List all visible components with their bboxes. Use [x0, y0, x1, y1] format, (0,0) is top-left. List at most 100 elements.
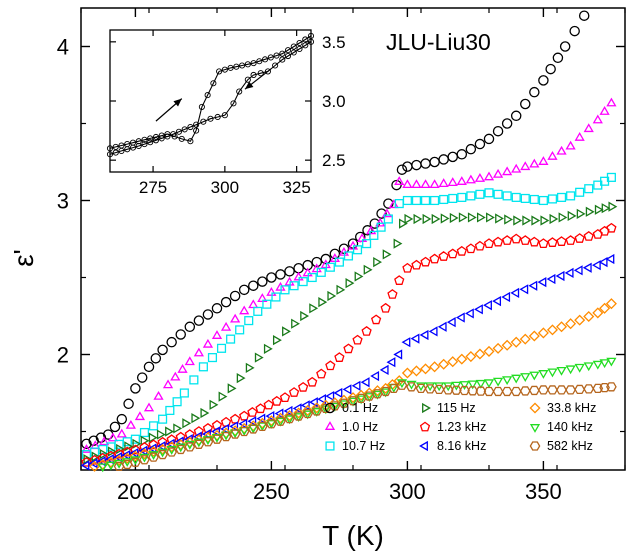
data-point — [447, 356, 459, 368]
data-point — [211, 330, 223, 339]
data-point — [429, 156, 440, 168]
data-point — [599, 359, 610, 369]
data-point — [116, 428, 127, 438]
inset-data-point — [250, 71, 257, 79]
data-point — [442, 385, 454, 395]
inset-data-point — [135, 142, 142, 150]
data-point — [466, 191, 476, 201]
data-point — [175, 443, 186, 453]
data-point — [193, 347, 204, 357]
legend-marker — [419, 421, 431, 432]
inset-y-ticks: 2.5 3.0 3.5 — [110, 33, 346, 170]
data-point — [567, 210, 577, 222]
inset-data-point — [227, 64, 234, 71]
data-point — [139, 455, 150, 465]
data-point — [411, 259, 422, 270]
x-tick-label: 200 — [117, 479, 154, 504]
data-point — [585, 206, 595, 217]
data-point — [166, 336, 177, 348]
inset-data-point — [152, 137, 159, 144]
data-point — [220, 423, 230, 435]
inset-data-point — [158, 135, 165, 142]
data-point — [229, 290, 241, 302]
data-point — [605, 253, 615, 265]
data-point — [89, 460, 101, 472]
data-point — [81, 444, 92, 453]
data-point — [148, 451, 159, 460]
data-point — [363, 387, 375, 399]
data-point — [220, 416, 232, 427]
inset-data-point — [244, 76, 251, 83]
x-tick-label: 350 — [525, 479, 562, 504]
data-point — [347, 397, 359, 407]
data-point — [401, 337, 411, 348]
data-point — [565, 235, 576, 245]
inset-data-point — [187, 138, 194, 145]
data-point — [288, 387, 300, 397]
series-582-khz — [113, 380, 617, 472]
data-point — [284, 266, 295, 277]
data-point — [547, 194, 558, 204]
legend-item: 33.8 kHz — [529, 401, 596, 415]
data-point — [483, 300, 492, 311]
inset-data-point — [214, 113, 221, 121]
inset-data-point — [307, 38, 315, 45]
legend-label: 33.8 kHz — [547, 401, 596, 415]
x-axis-label: T (K) — [322, 520, 384, 551]
data-point — [519, 386, 531, 396]
data-point — [211, 303, 223, 314]
data-point — [166, 445, 177, 455]
data-point — [107, 432, 119, 442]
data-point — [447, 248, 458, 259]
data-point — [209, 399, 219, 410]
data-point — [235, 325, 245, 335]
data-point — [245, 362, 255, 373]
data-point — [375, 217, 386, 227]
legend-item: 1.23 kHz — [419, 420, 486, 434]
data-point — [447, 177, 458, 187]
inset-arrows — [155, 68, 272, 122]
data-point — [594, 204, 604, 215]
data-point — [459, 385, 470, 396]
data-point — [502, 166, 513, 176]
data-point — [538, 156, 549, 165]
series-1-0-hz — [81, 97, 617, 453]
data-point — [449, 212, 459, 224]
data-point — [404, 213, 414, 225]
data-point — [484, 188, 494, 198]
data-point — [501, 118, 513, 129]
data-point — [429, 179, 440, 189]
data-point — [504, 214, 514, 225]
legend-marker — [529, 424, 541, 433]
data-point — [125, 419, 136, 429]
data-point — [275, 416, 286, 426]
legend-marker — [422, 402, 431, 414]
data-point — [410, 365, 422, 377]
inset-data-point — [302, 42, 309, 49]
data-point — [528, 280, 538, 291]
data-point — [546, 273, 556, 285]
data-point — [465, 243, 477, 254]
legend-marker — [529, 402, 541, 414]
data-point — [371, 385, 383, 397]
data-point — [511, 192, 521, 202]
data-point — [428, 326, 438, 337]
data-point — [172, 397, 182, 407]
data-point — [520, 161, 531, 171]
data-point — [372, 390, 383, 400]
data-point — [256, 421, 268, 432]
data-point — [519, 333, 531, 345]
data-point — [354, 271, 364, 282]
data-point — [465, 143, 477, 155]
data-point — [608, 201, 618, 212]
data-point — [599, 106, 610, 115]
data-point — [502, 191, 512, 201]
data-point — [457, 192, 467, 202]
data-point — [284, 414, 295, 424]
inset-data-point — [198, 103, 205, 110]
data-point — [211, 434, 223, 444]
data-point — [293, 263, 304, 274]
inset-y-tick-label: 3.5 — [322, 33, 346, 52]
data-point — [492, 377, 504, 387]
data-point — [207, 353, 218, 363]
